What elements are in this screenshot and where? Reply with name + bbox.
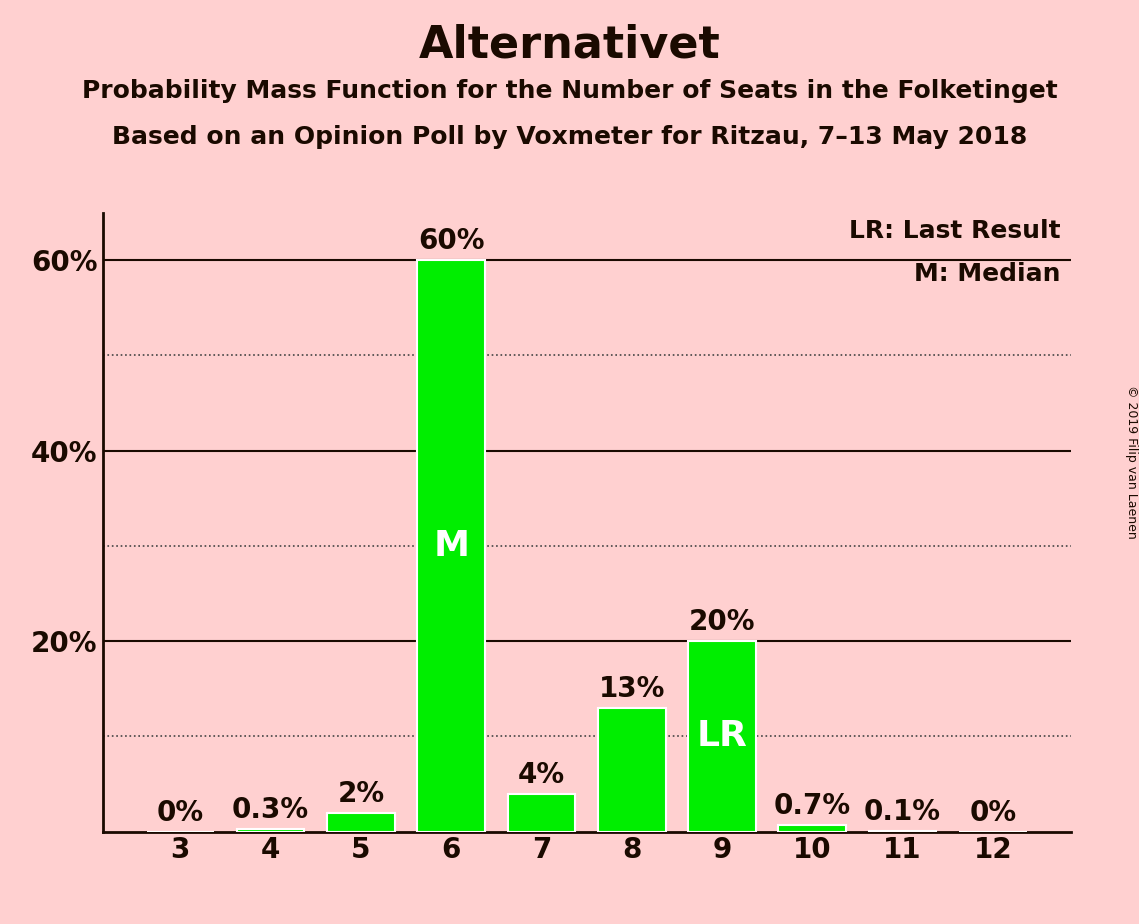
Bar — [778, 825, 846, 832]
Bar — [598, 708, 665, 832]
Text: 2%: 2% — [337, 780, 385, 808]
Text: LR: LR — [697, 720, 747, 753]
Text: M: M — [433, 529, 469, 563]
Text: LR: Last Result: LR: Last Result — [850, 219, 1060, 243]
Text: Based on an Opinion Poll by Voxmeter for Ritzau, 7–13 May 2018: Based on an Opinion Poll by Voxmeter for… — [112, 125, 1027, 149]
Text: © 2019 Filip van Laenen: © 2019 Filip van Laenen — [1124, 385, 1138, 539]
Text: 60%: 60% — [418, 227, 484, 255]
Bar — [869, 831, 936, 832]
Text: 13%: 13% — [598, 675, 665, 703]
Text: 4%: 4% — [518, 760, 565, 789]
Bar — [508, 794, 575, 832]
Text: 0.3%: 0.3% — [232, 796, 309, 824]
Text: 0%: 0% — [157, 799, 204, 827]
Text: Probability Mass Function for the Number of Seats in the Folketinget: Probability Mass Function for the Number… — [82, 79, 1057, 103]
Text: 0.1%: 0.1% — [865, 798, 941, 826]
Text: Alternativet: Alternativet — [419, 23, 720, 67]
Bar — [417, 261, 485, 832]
Text: 20%: 20% — [689, 608, 755, 637]
Bar — [237, 829, 304, 832]
Text: 0%: 0% — [969, 799, 1016, 827]
Text: 0.7%: 0.7% — [773, 792, 851, 821]
Bar — [688, 641, 756, 832]
Text: M: Median: M: Median — [915, 262, 1060, 286]
Bar — [327, 812, 395, 832]
